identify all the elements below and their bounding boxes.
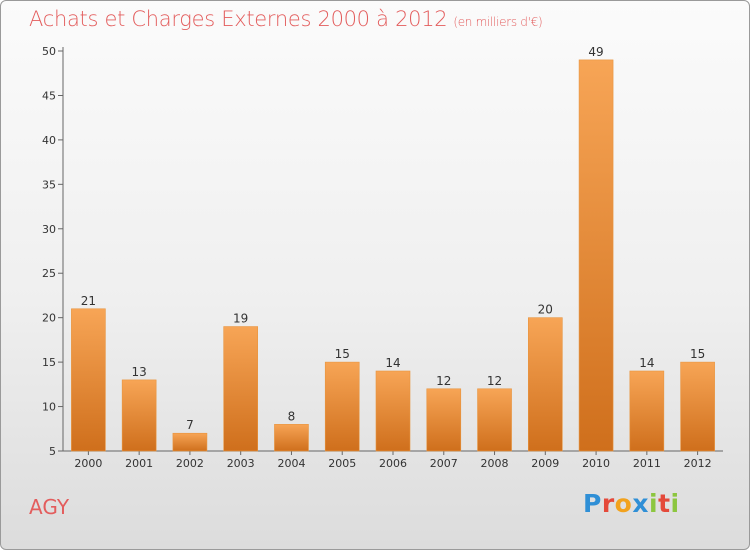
y-tick-label: 5	[49, 445, 56, 458]
logo-letter: x	[632, 489, 649, 518]
logo-letter: P	[583, 489, 602, 518]
x-tick-label-2011: 2011	[633, 457, 661, 470]
bars	[71, 59, 715, 452]
bar-2006	[375, 370, 411, 452]
bar-2011	[629, 370, 665, 452]
data-label-2005: 15	[335, 347, 350, 361]
x-tick-label-2000: 2000	[74, 457, 102, 470]
bar-2002	[172, 432, 208, 452]
x-tick-label-2012: 2012	[684, 457, 712, 470]
logo-letter: o	[614, 489, 633, 518]
data-label-2009: 20	[538, 303, 553, 317]
y-tick-label: 35	[42, 178, 56, 191]
data-label-2006: 14	[385, 356, 400, 370]
data-labels: 21 13 7 19 8 15 14 12 12 20 49 14 15	[81, 45, 706, 432]
logo-letter: i	[670, 489, 680, 518]
x-tick-label-2003: 2003	[227, 457, 255, 470]
y-tick-label: 30	[42, 223, 56, 236]
bar-2000	[71, 308, 106, 452]
bar-2010	[578, 59, 614, 452]
logo-letter: i	[649, 489, 659, 518]
data-label-2003: 19	[233, 312, 248, 326]
x-tick-label-2008: 2008	[481, 457, 509, 470]
x-tick-label-2001: 2001	[125, 457, 153, 470]
chart-subtitle: (en milliers d'€)	[453, 15, 543, 29]
x-tick-label-2004: 2004	[277, 457, 305, 470]
x-tick-label-2009: 2009	[531, 457, 559, 470]
bar-2008	[477, 388, 512, 452]
x-tick-label-2006: 2006	[379, 457, 407, 470]
y-tick-label: 15	[42, 356, 56, 369]
y-tick-label: 40	[42, 134, 56, 147]
data-label-2011: 14	[639, 356, 654, 370]
bar-2004	[274, 424, 309, 452]
proxiti-logo[interactable]: Proxiti	[583, 489, 680, 518]
data-label-2001: 13	[132, 365, 147, 379]
chart-title-text: Achats et Charges Externes 2000 à 2012	[29, 7, 448, 31]
data-label-2000: 21	[81, 294, 96, 308]
data-label-2004: 8	[288, 409, 296, 423]
chart-title: Achats et Charges Externes 2000 à 2012 (e…	[29, 7, 543, 31]
commune-name: AGY	[29, 495, 70, 519]
bar-2005	[324, 361, 360, 452]
x-tick-label-2005: 2005	[328, 457, 356, 470]
y-tick-label: 25	[42, 267, 56, 280]
x-tick-label-2007: 2007	[430, 457, 458, 470]
y-tick-label: 50	[42, 45, 56, 58]
x-tick-label-2010: 2010	[582, 457, 610, 470]
y-tick-label: 45	[42, 89, 56, 102]
bar-2012	[680, 361, 715, 452]
y-tick-label: 10	[42, 401, 56, 414]
data-label-2010: 49	[588, 45, 603, 59]
x-tick-label-2002: 2002	[176, 457, 204, 470]
bar-2003	[223, 326, 258, 452]
data-label-2008: 12	[487, 374, 502, 388]
y-tick-label: 20	[42, 312, 56, 325]
bar-2009	[528, 317, 563, 452]
logo-letter: r	[601, 489, 615, 518]
data-label-2007: 12	[436, 374, 451, 388]
bar-2001	[121, 379, 157, 452]
logo-letter: t	[658, 489, 671, 518]
data-label-2012: 15	[690, 347, 705, 361]
bar-2007	[426, 388, 462, 452]
axes: 5 10 15 20 25 30 35 40 45 50 2000 2001 2002 2003 2004 2…	[42, 45, 723, 470]
data-label-2002: 7	[186, 418, 194, 432]
